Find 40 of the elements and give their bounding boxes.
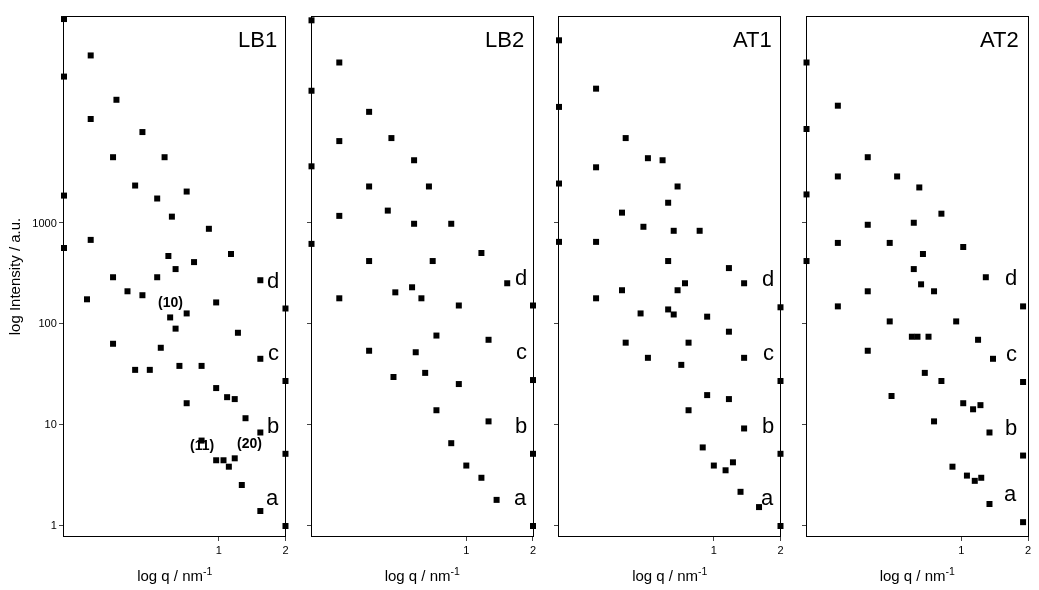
series-label: c xyxy=(1006,341,1017,366)
text: AT2 xyxy=(980,27,1019,52)
series-label: b xyxy=(1005,415,1018,440)
y-tick-label: 10 xyxy=(44,418,57,431)
series-label: c xyxy=(763,340,774,365)
x-axis-title: log q / nm$^{-1}$ xyxy=(384,564,461,585)
x-tick-label: 1 xyxy=(958,544,965,557)
x-axis-title: log q / nm$^{-1}$ xyxy=(137,564,213,585)
series-label: d xyxy=(267,268,280,293)
x-tick-label: 2 xyxy=(282,544,289,557)
series-label: a xyxy=(1004,481,1017,506)
series-label: a xyxy=(514,485,527,510)
y-tick-label: 1000 xyxy=(32,216,57,229)
series-label: d xyxy=(762,266,775,291)
y-axis-title: log Intensity / a.u. xyxy=(5,217,23,336)
x-tick-label: 2 xyxy=(1024,544,1032,557)
series-label: d xyxy=(1005,265,1018,290)
series-label: b xyxy=(515,413,528,438)
series-label: a xyxy=(266,485,279,510)
y-tick-label: 1 xyxy=(50,518,57,531)
x-tick-label: 2 xyxy=(529,544,537,557)
x-axis-title: log q / nm$^{-1}$ xyxy=(632,564,708,585)
x-tick-label: 1 xyxy=(463,544,470,557)
annotation: (20) xyxy=(237,435,262,451)
text: LB1 xyxy=(238,27,278,52)
y-tick-label: 100 xyxy=(38,317,57,330)
series-label: a xyxy=(761,485,774,510)
series-label: c xyxy=(268,340,279,365)
series-label: b xyxy=(762,413,775,438)
series-label: d xyxy=(515,265,528,290)
x-tick-label: 1 xyxy=(215,544,222,557)
x-tick-label: 1 xyxy=(710,544,717,557)
text: LB2 xyxy=(485,27,525,52)
series-label: b xyxy=(267,413,280,438)
text: AT1 xyxy=(733,27,772,52)
annotation: (11) xyxy=(190,437,215,453)
series-label: c xyxy=(516,339,527,364)
x-tick-label: 2 xyxy=(777,544,784,557)
annotation: (10) xyxy=(158,294,183,310)
x-axis-title: log q / nm$^{-1}$ xyxy=(879,564,956,585)
